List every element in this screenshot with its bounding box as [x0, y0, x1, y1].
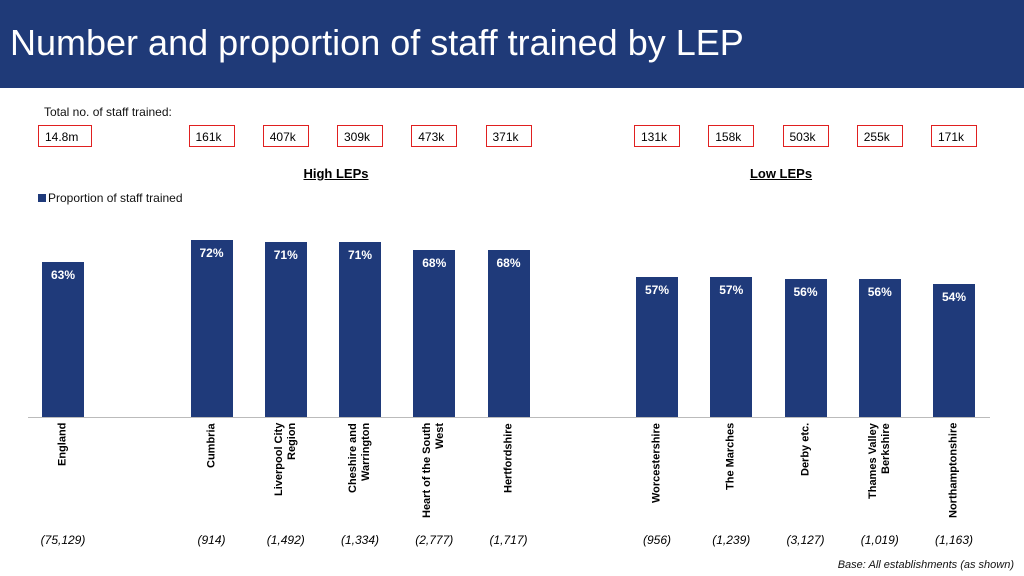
bar [42, 261, 84, 417]
x-tick-label: Cheshire and Warrington [347, 423, 372, 493]
data-label: 72% [199, 245, 224, 260]
total-box: 255k [856, 125, 903, 147]
base-label: (1,019) [860, 533, 899, 547]
data-label: 57% [719, 282, 744, 297]
base-label: (1,334) [340, 533, 380, 547]
x-tick-label: Hertfordshire [502, 423, 514, 493]
bar [710, 276, 753, 417]
data-label: 57% [644, 282, 670, 297]
data-label: 68% [422, 255, 447, 270]
bar [933, 284, 975, 417]
total-box: 14.8m [38, 125, 92, 147]
base-label: (1,163) [934, 533, 974, 547]
base-label: (2,777) [415, 533, 454, 547]
total-box: 309k [337, 125, 383, 147]
total-box: 371k [485, 125, 532, 147]
header-band [0, 0, 1024, 88]
data-label: 56% [867, 285, 892, 300]
bar [339, 242, 381, 417]
total-box: 503k [782, 125, 829, 147]
base-label: (914) [197, 533, 226, 547]
legend-label: Proportion of staff trained [48, 191, 183, 205]
total-box: 473k [411, 125, 458, 147]
x-tick-label: Thames Valley Berkshire [866, 423, 892, 499]
base-label: (1,717) [489, 533, 528, 547]
x-tick-label: Worcestershire [650, 423, 663, 503]
legend-swatch [38, 194, 46, 202]
x-tick-label: Cumbria [205, 423, 217, 468]
total-box: 158k [708, 125, 755, 147]
footnote: Base: All establishments (as shown) [837, 559, 1014, 571]
bar [636, 276, 678, 417]
data-label: 54% [941, 290, 967, 305]
base-label: (3,127) [786, 533, 825, 547]
x-tick-label: Liverpool City Region [272, 423, 298, 497]
data-label: 63% [50, 267, 76, 282]
data-label: 71% [347, 248, 373, 263]
bar [858, 279, 901, 417]
base-label: (1,239) [712, 533, 751, 547]
axis-line [28, 417, 990, 418]
total-box: 407k [262, 125, 309, 147]
x-tick-label: The Marches [724, 423, 737, 491]
totals-caption: Total no. of staff trained: [44, 105, 172, 119]
bar [264, 242, 307, 417]
data-label: 68% [496, 255, 521, 270]
group-label: High LEPs [303, 166, 369, 181]
total-box: 161k [188, 125, 235, 147]
x-tick-label: Heart of the South West [421, 423, 447, 519]
x-tick-label: England [56, 423, 69, 467]
base-label: (956) [642, 533, 672, 547]
total-box: 171k [931, 125, 977, 147]
slide-title: Number and proportion of staff trained b… [10, 22, 744, 63]
bar [190, 239, 233, 417]
bar [413, 249, 456, 417]
x-tick-label: Northamptonshire [947, 423, 960, 519]
base-label: (75,129) [40, 533, 86, 547]
data-label: 56% [793, 285, 818, 300]
data-label: 71% [273, 248, 298, 263]
base-label: (1,492) [266, 533, 305, 547]
bar [487, 249, 530, 417]
group-label: Low LEPs [749, 166, 813, 181]
x-tick-label: Derby etc. [799, 423, 811, 477]
total-box: 131k [634, 125, 680, 147]
bar [784, 279, 827, 417]
